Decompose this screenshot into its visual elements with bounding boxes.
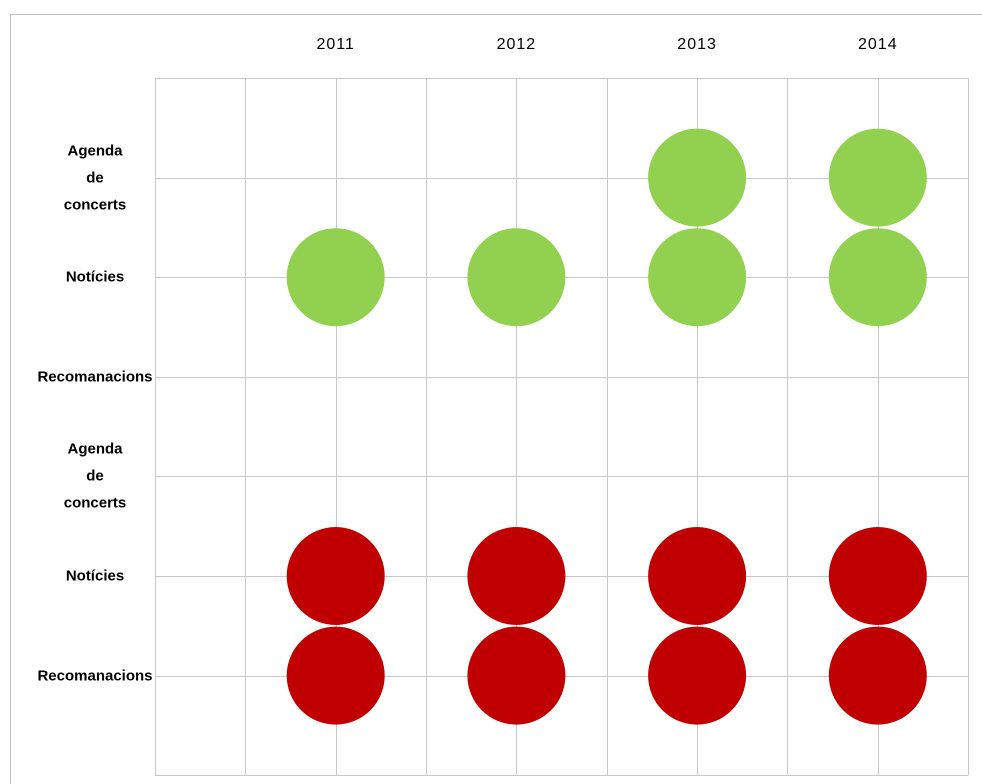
dot	[467, 228, 566, 327]
frame	[10, 14, 982, 784]
dot	[648, 626, 747, 725]
dot	[286, 228, 385, 327]
dot	[828, 626, 927, 725]
row-label: Agenda de concerts	[63, 440, 127, 512]
row-label: Agenda de concerts	[63, 142, 127, 214]
row-label: Notícies	[65, 268, 125, 286]
dot	[467, 626, 566, 725]
dot	[648, 228, 747, 327]
column-label: 2012	[496, 36, 537, 53]
column-label: 2013	[677, 36, 717, 53]
dot	[828, 527, 927, 625]
dot	[828, 128, 927, 227]
dot	[286, 626, 385, 725]
row-label: Recomanacions	[37, 667, 153, 685]
column-label: 2014	[858, 36, 898, 53]
column-label: 2011	[316, 36, 355, 53]
dot	[648, 527, 747, 625]
dot	[648, 128, 747, 227]
row-label: Recomanacions	[37, 368, 153, 386]
row-label: Notícies	[65, 567, 125, 585]
dot	[286, 527, 385, 625]
dot	[828, 228, 927, 327]
dot	[467, 527, 566, 625]
